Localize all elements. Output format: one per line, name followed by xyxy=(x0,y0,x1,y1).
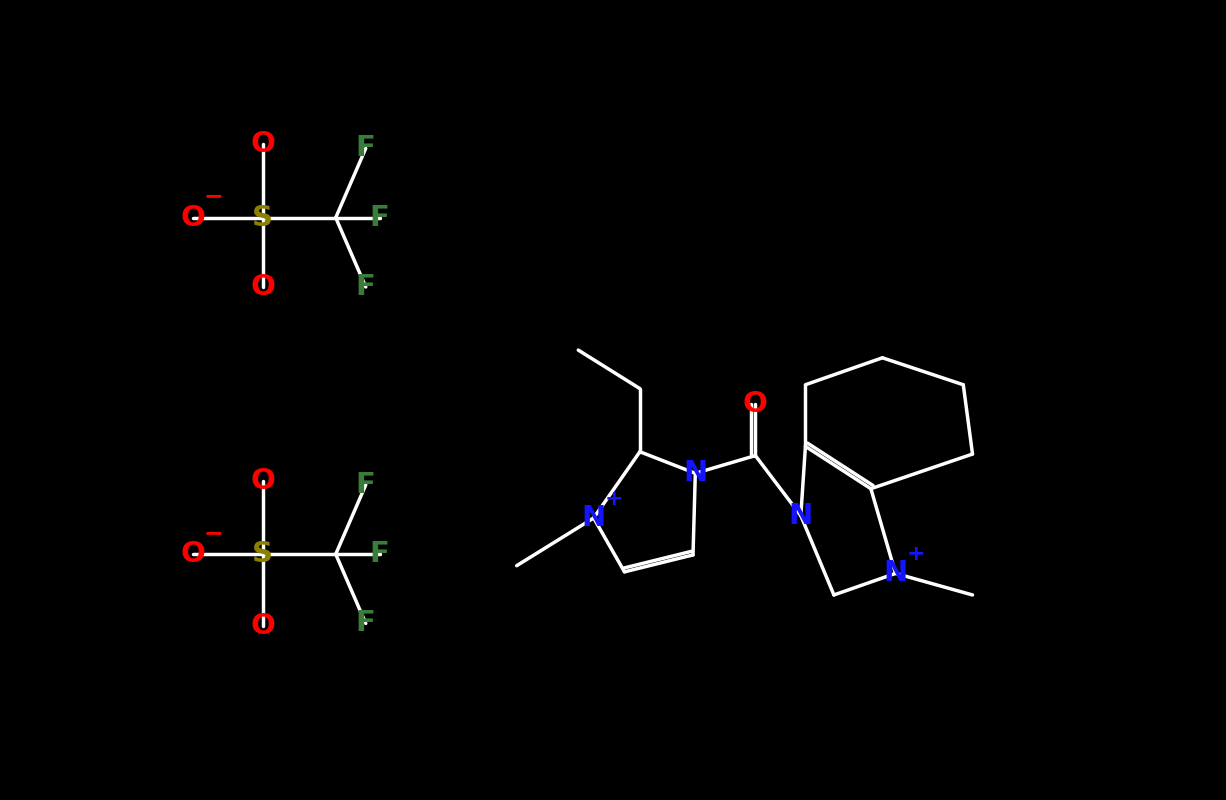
Text: +: + xyxy=(604,489,623,509)
Text: O: O xyxy=(250,273,275,301)
Text: O: O xyxy=(250,130,275,158)
Text: S: S xyxy=(253,540,273,568)
Text: F: F xyxy=(356,471,375,499)
Text: F: F xyxy=(370,204,390,232)
Text: F: F xyxy=(356,134,375,162)
Text: N: N xyxy=(884,559,907,587)
Text: −: − xyxy=(204,185,223,209)
Text: S: S xyxy=(253,204,273,232)
Text: O: O xyxy=(250,612,275,640)
Text: O: O xyxy=(181,204,206,232)
Text: F: F xyxy=(356,610,375,638)
Text: N: N xyxy=(788,502,813,530)
Text: O: O xyxy=(250,467,275,495)
Text: N: N xyxy=(683,459,707,487)
Text: O: O xyxy=(181,540,206,568)
Text: O: O xyxy=(743,390,767,418)
Text: −: − xyxy=(204,521,223,545)
Text: +: + xyxy=(906,544,924,564)
Text: N: N xyxy=(581,504,606,532)
Text: F: F xyxy=(370,540,390,568)
Text: F: F xyxy=(356,273,375,301)
